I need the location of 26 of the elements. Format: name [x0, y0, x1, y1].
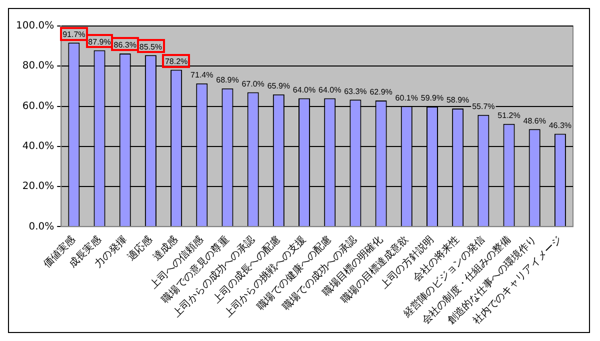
data-label: 85.5%: [139, 42, 162, 52]
data-label: 67.0%: [242, 79, 264, 88]
data-label: 58.9%: [446, 96, 470, 105]
y-tick-label: 20.0%: [22, 181, 54, 192]
data-label: 48.6%: [523, 116, 546, 126]
data-label: 60.1%: [395, 93, 418, 102]
y-tick-label: 0.0%: [28, 221, 54, 232]
y-tick-label: 80.0%: [22, 60, 54, 72]
data-label: 46.3%: [548, 120, 572, 130]
y-tick-label: 60.0%: [22, 100, 54, 112]
data-label: 64.0%: [318, 85, 342, 94]
data-label: 62.9%: [370, 88, 392, 97]
data-label: 71.4%: [190, 70, 214, 80]
data-label: 68.9%: [216, 76, 239, 85]
data-label: 51.2%: [498, 111, 520, 120]
y-tick-label: 100.0%: [16, 20, 54, 32]
data-label: 87.9%: [88, 37, 111, 46]
data-label: 86.3%: [114, 40, 136, 50]
data-label: 64.0%: [292, 85, 316, 94]
data-label: 78.2%: [164, 56, 188, 66]
data-label: 63.3%: [344, 86, 367, 96]
y-tick-label: 40.0%: [22, 140, 54, 152]
data-label: 91.7%: [62, 30, 86, 39]
data-label: 59.9%: [420, 94, 444, 103]
data-label: 55.7%: [472, 102, 495, 112]
data-label: 65.9%: [267, 82, 290, 91]
